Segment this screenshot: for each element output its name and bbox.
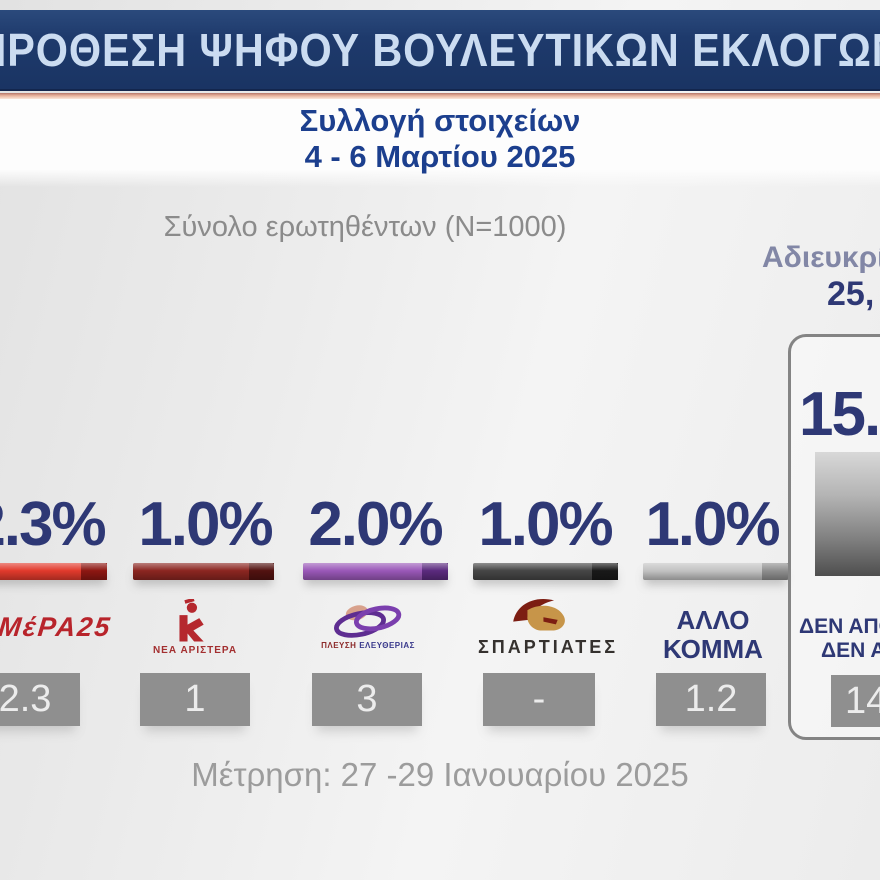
party-4-bar-endcap [591,563,618,580]
collection-dates: 4 - 6 Μαρτίου 2025 [304,139,576,174]
previous-measurement-label: Μέτρηση: 27 -29 Ιανουαρίου 2025 [191,756,689,793]
party-2-previous-value: 1 [140,673,250,726]
party-5-bar [643,563,788,580]
party-1-bar [0,563,107,580]
party-5-value-label: 1.0% [645,490,780,559]
undecided-label-line2: ΔΕΝ ΑΠΑΝΤΩ [821,639,880,662]
party-5-bar-endcap [761,563,788,580]
party-1-value-label: 2.3% [0,490,107,559]
undecided-bar [815,452,880,576]
nea-aristera-wordmark: ΝΕΑ ΑΡΙΣΤΕΡΑ [152,645,238,656]
spartan-helmet-icon [513,598,565,631]
plefsi-wordmark-right: ΕΛΕΥΘΕΡΙΑΣ [359,641,415,650]
spartiates-wordmark: ΣΠΑΡΤΙΑΤΕΣ [477,637,619,657]
page-title: ΠΡΟΘΕΣΗ ΨΗΦΟΥ ΒΟΥΛΕΥΤΙΚΩΝ ΕΚΛΟΓΩΝ [0,23,880,76]
party-5-previous-value: 1.2 [656,673,766,726]
undecided-title: Αδιευκρίνιστη [762,241,880,274]
plefsi-wordmark: ΠΛΕΥΣΗ ΕΛΕΥΘΕΡΙΑΣ [313,641,423,650]
party-4-value-label: 1.0% [478,490,613,559]
collection-label: Συλλογή στοιχείων [299,103,581,138]
party-3-previous-value: 3 [312,673,422,726]
party-3-bar [303,563,448,580]
party-2-bar-endcap [248,563,274,580]
undecided-label-line1: ΔΕΝ ΑΠΟΦΑΣΙΣΑ [799,615,880,638]
party-1-bar-endcap [80,563,107,580]
party-3-value-label: 2.0% [308,490,443,559]
party-2-bar [133,563,274,580]
banner-divider [0,93,880,99]
party-3-bar-endcap [421,563,448,580]
party-4-bar [473,563,618,580]
party-1-previous-value: 2.3 [0,673,80,726]
other-party-label: ΑΛΛΟ ΚΟΜΜΑ [663,605,763,664]
plefsi-wordmark-left: ΠΛΕΥΣΗ [321,641,357,650]
plefsi-loops-icon [334,605,402,638]
sample-size-label: Σύνολο ερωτηθέντων (N=1000) [163,211,567,243]
collection-band: Συλλογή στοιχείων 4 - 6 Μαρτίου 2025 [0,99,880,187]
nea-aristera-figure-icon [179,599,204,642]
undecided-previous-value: 14 [831,675,880,727]
undecided-sub-value: 15. [799,380,880,449]
title-banner: ΠΡΟΘΕΣΗ ΨΗΦΟΥ ΒΟΥΛΕΥΤΙΚΩΝ ΕΚΛΟΓΩΝ [0,10,880,91]
party-2-value-label: 1.0% [138,490,273,559]
undecided-value: 25, [827,275,875,313]
mera25-logo: ΜέΡΑ25 [0,612,114,642]
party-4-previous-value: - [483,673,595,726]
